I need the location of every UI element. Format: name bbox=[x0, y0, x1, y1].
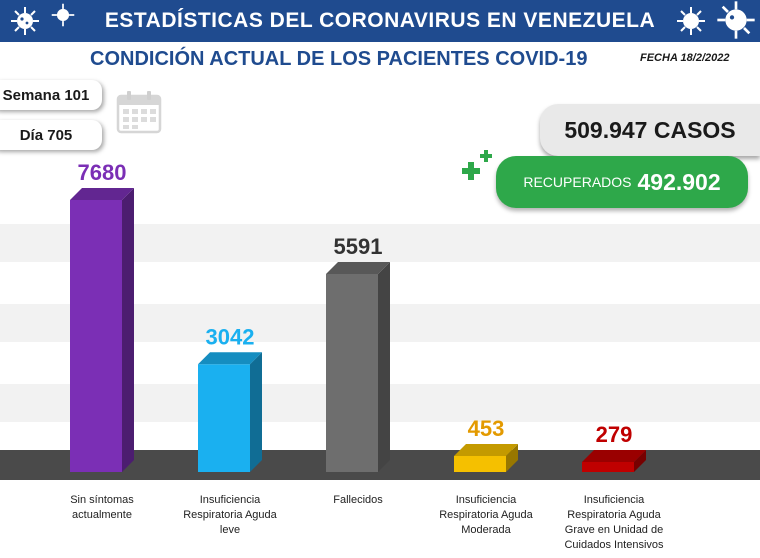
category-label-line: Moderada bbox=[461, 524, 511, 536]
recovered-value: 492.902 bbox=[637, 168, 721, 195]
recovered-badge: RECUPERADOS 492.902 bbox=[496, 156, 748, 208]
bar-top-2 bbox=[326, 261, 390, 274]
category-label-line: actualmente bbox=[72, 509, 132, 521]
total-cases-badge: 509.947 CASOS bbox=[540, 104, 760, 156]
bar-1 bbox=[198, 352, 262, 472]
category-label-line: Sin síntomas bbox=[70, 494, 134, 506]
bar-top-4 bbox=[582, 450, 646, 462]
category-label-line: Respiratoria Aguda bbox=[183, 509, 277, 521]
category-label-line: Insuficiencia bbox=[199, 494, 261, 506]
bar-4 bbox=[582, 450, 646, 472]
category-label-line: Grave en Unidad de bbox=[564, 524, 664, 536]
category-label-2: Fallecidos bbox=[298, 493, 418, 508]
bar-0 bbox=[70, 188, 134, 472]
category-label-line: Fallecidos bbox=[333, 494, 383, 506]
category-label-line: Insuficiencia bbox=[583, 494, 645, 506]
category-label-3: Insuficiencia Respiratoria Aguda Moderada bbox=[426, 493, 546, 538]
bar-2 bbox=[326, 261, 390, 472]
page-title: ESTADÍSTICAS DEL CORONAVIRUS EN VENEZUEL… bbox=[104, 9, 656, 32]
category-label-line: Respiratoria Aguda bbox=[567, 509, 661, 521]
day-counter: Día 705 bbox=[0, 120, 102, 150]
bar-top-1 bbox=[198, 352, 262, 365]
virus-icon bbox=[51, 3, 75, 27]
bar-top-3 bbox=[454, 443, 518, 456]
bar-value-label-2: 5591 bbox=[334, 234, 383, 259]
bar-3 bbox=[454, 443, 518, 472]
chart-subtitle: CONDICIÓN ACTUAL DE LOS PACIENTES COVID-… bbox=[90, 48, 588, 70]
bar-side-2 bbox=[378, 261, 390, 472]
bar-top-0 bbox=[70, 188, 134, 200]
report-date: FECHA 18/2/2022 bbox=[640, 52, 730, 64]
category-label-4: Insuficiencia Respiratoria Aguda Grave en … bbox=[554, 493, 674, 553]
bar-value-label-4: 279 bbox=[596, 422, 633, 447]
category-label-line: Respiratoria Aguda bbox=[439, 509, 533, 521]
category-label-line: leve bbox=[219, 524, 241, 536]
bar-front-0 bbox=[70, 200, 122, 472]
week-counter: Semana 101 bbox=[0, 80, 102, 110]
bar-side-1 bbox=[250, 352, 262, 472]
bar-side-4 bbox=[634, 450, 646, 472]
bar-value-label-1: 3042 bbox=[206, 324, 255, 349]
category-label-0: Sin síntomas actualmente bbox=[42, 493, 162, 523]
category-label-1: Insuficiencia Respiratoria Aguda leve bbox=[170, 493, 290, 538]
category-label-line: Cuidados Intensivos bbox=[564, 539, 664, 551]
bar-value-label-3: 453 bbox=[468, 416, 505, 441]
category-label-line: Insuficiencia bbox=[455, 494, 517, 506]
bar-front-4 bbox=[582, 462, 634, 472]
plus-icon bbox=[462, 150, 492, 180]
calendar-icon bbox=[116, 91, 162, 134]
bar-front-1 bbox=[198, 364, 250, 472]
virus-icon bbox=[11, 7, 39, 35]
bar-front-2 bbox=[326, 273, 378, 472]
virus-icon bbox=[717, 1, 755, 39]
bar-front-3 bbox=[454, 455, 506, 472]
virus-icon bbox=[677, 7, 705, 35]
recovered-label: RECUPERADOS bbox=[523, 174, 632, 190]
title-banner bbox=[0, 0, 760, 42]
bar-value-label-0: 7680 bbox=[78, 160, 127, 185]
bar-side-3 bbox=[506, 443, 518, 472]
bar-side-0 bbox=[122, 188, 134, 472]
